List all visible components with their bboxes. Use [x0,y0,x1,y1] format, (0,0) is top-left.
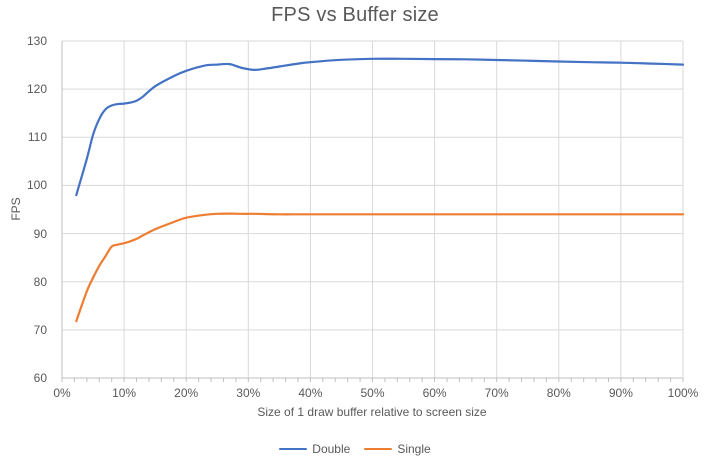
chart-title: FPS vs Buffer size [271,4,439,26]
x-tick-label: 70% [484,386,509,400]
y-tick-label: 70 [33,322,47,337]
legend-label-double: Double [312,442,351,456]
legend: Double Single [0,440,710,458]
legend-label-single: Single [397,442,431,456]
y-tick-label: 80 [33,274,47,289]
y-tick-label: 60 [33,371,47,385]
x-tick-label: 20% [174,386,199,400]
x-tick-label: 90% [608,386,633,400]
legend-item-double: Double [279,442,350,456]
x-tick-label: 100% [667,386,699,400]
double-series-swatch [279,447,308,451]
y-tick-label: 130 [26,34,47,48]
y-tick-label: 100 [26,178,47,193]
x-tick-label: 0% [53,386,71,400]
y-tick-label: 110 [27,130,47,145]
legend-item-single: Single [364,442,431,456]
single-series-swatch [364,447,393,451]
x-tick-label: 40% [298,386,323,400]
single-series-line [75,212,685,323]
x-tick-label: 60% [422,386,447,400]
x-tick-label: 10% [112,386,137,400]
double-series-line [75,57,685,197]
y-tick-label: 90 [33,226,47,241]
x-tick-label: 30% [236,386,261,400]
y-axis-title: FPS [9,197,23,221]
x-axis-title: Size of 1 draw buffer relative to screen… [257,405,487,419]
x-tick-label: 50% [360,386,385,400]
y-tick-label: 120 [26,82,47,97]
x-tick-label: 80% [546,386,571,400]
